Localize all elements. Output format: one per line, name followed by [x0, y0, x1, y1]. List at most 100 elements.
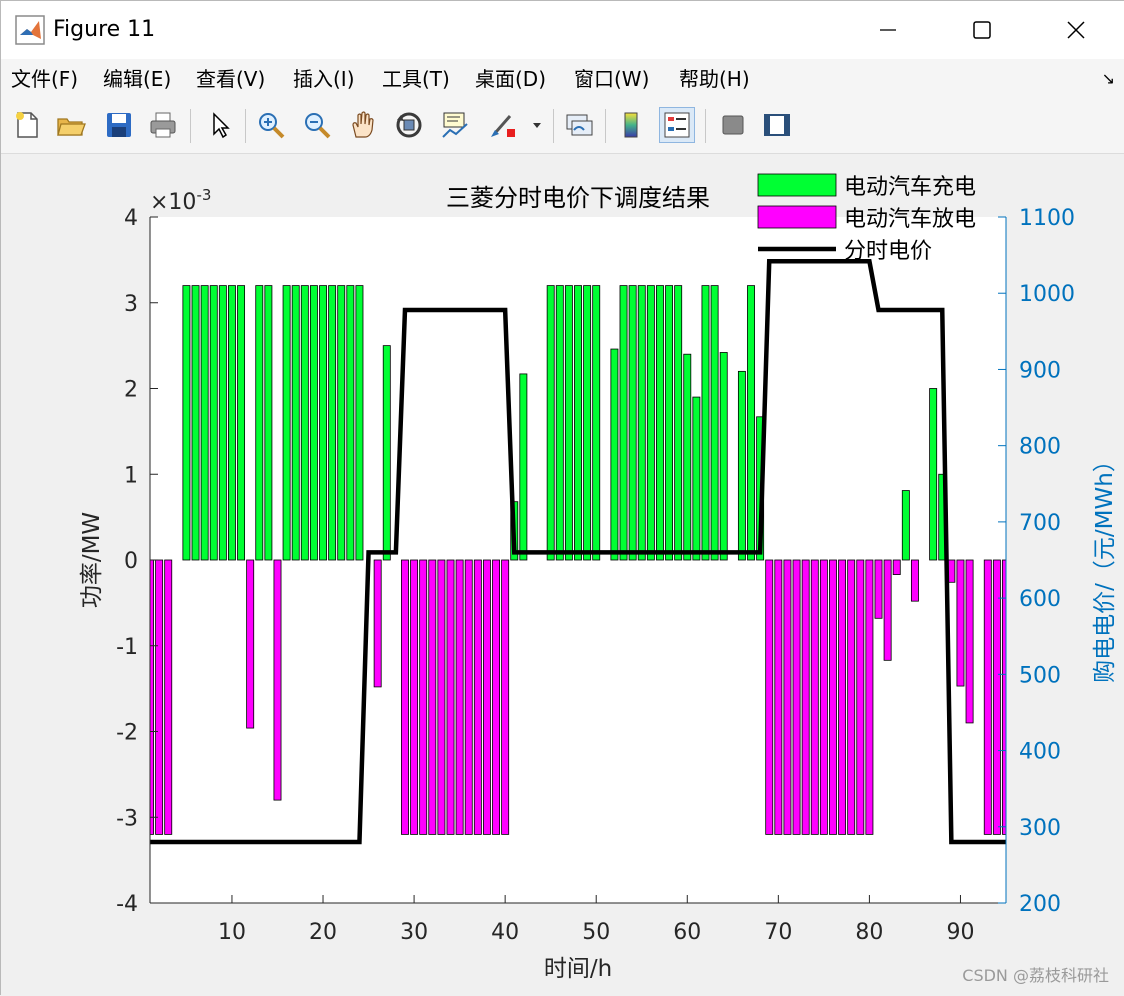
link-plot-button[interactable] [561, 107, 597, 143]
minimize-button[interactable] [841, 1, 935, 59]
x-tick-label: 10 [218, 920, 246, 945]
charge-bar [619, 285, 628, 561]
x-tick-label: 70 [764, 920, 792, 945]
menu-tools[interactable]: 工具(T) [382, 67, 450, 91]
discharge-bar [847, 559, 856, 835]
y-tick-label: 0 [124, 549, 138, 574]
new-figure-icon [16, 112, 38, 138]
charge-bar [665, 285, 674, 561]
charge-bar [901, 490, 910, 561]
brush-button[interactable] [485, 107, 521, 143]
charge-bar [692, 396, 701, 561]
menu-help[interactable]: 帮助(H) [679, 67, 750, 91]
colorbar-icon [624, 112, 638, 138]
chart-title: 三菱分时电价下调度结果 [446, 184, 710, 212]
rotate-3d-icon [396, 112, 422, 138]
discharge-bar [810, 559, 819, 835]
menu-file[interactable]: 文件(F) [11, 67, 79, 91]
charge-bar [337, 285, 346, 561]
discharge-bar [155, 559, 164, 835]
discharge-bar [865, 559, 874, 835]
discharge-bar [774, 559, 783, 835]
pan-button[interactable] [345, 107, 381, 143]
rotate-3d-button[interactable] [391, 107, 427, 143]
title-bar[interactable]: Figure 11 [1, 1, 1124, 59]
zoom-in-icon [259, 113, 285, 139]
hide-plot-tools-button[interactable] [715, 107, 751, 143]
print-button[interactable] [145, 107, 181, 143]
menu-view[interactable]: 查看(V) [196, 67, 266, 91]
menu-bar: 文件(F) 编辑(E) 查看(V) 插入(I) 工具(T) 桌面(D) 窗口(W… [1, 59, 1124, 99]
charge-bar [674, 285, 683, 561]
charge-bar [656, 285, 664, 561]
charge-bar [583, 285, 592, 561]
legend-icon [664, 112, 690, 138]
zoom-in-button[interactable] [253, 107, 289, 143]
legend[interactable]: 电动汽车充电 电动汽车放电 分时电价 [757, 173, 976, 264]
data-cursor-button[interactable] [437, 107, 473, 143]
price-line [150, 258, 1006, 845]
charge-bar [182, 285, 191, 561]
brush-dropdown-button[interactable] [527, 107, 547, 143]
y-axis-right-label: 购电电价/（元/MWh） [1092, 449, 1118, 683]
y-tick-label: -2 [116, 721, 138, 746]
legend-swatch-charge [757, 173, 837, 197]
discharge-bar [856, 559, 865, 835]
discharge-bar [464, 559, 473, 835]
link-plot-icon [566, 114, 593, 136]
discharge-bar [910, 559, 919, 602]
y-right-tick-label: 400 [1019, 740, 1061, 765]
pointer-icon [213, 112, 230, 139]
x-axis-label: 时间/h [544, 956, 612, 982]
discharge-bar [838, 559, 847, 835]
legend-label-price: 分时电价 [844, 239, 932, 264]
charge-bar [710, 285, 719, 561]
toolbar [1, 99, 1124, 154]
y-exponent-label: ×10-3 [150, 186, 211, 215]
open-file-button[interactable] [53, 107, 89, 143]
discharge-bar [437, 559, 446, 835]
charge-bar [546, 285, 555, 561]
legend-button[interactable] [659, 107, 695, 143]
y-right-tick-label: 300 [1019, 816, 1061, 841]
print-icon [150, 112, 176, 138]
close-icon [1067, 21, 1085, 39]
pointer-button[interactable] [201, 107, 237, 143]
menu-overflow-icon[interactable]: ↘ [1101, 69, 1115, 88]
y-tick-label: 1 [124, 463, 138, 488]
discharge-bar [829, 559, 837, 835]
discharge-bar [164, 559, 173, 835]
charge-bar [300, 285, 309, 561]
charge-bar [555, 285, 564, 561]
menu-edit[interactable]: 编辑(E) [103, 67, 172, 91]
maximize-icon [973, 21, 991, 39]
x-tick-label: 60 [673, 920, 701, 945]
colorbar-button[interactable] [613, 107, 649, 143]
discharge-bar [455, 559, 464, 835]
discharge-bar [428, 559, 437, 835]
discharge-bar [492, 559, 500, 835]
maximize-button[interactable] [935, 1, 1029, 59]
menu-window[interactable]: 窗口(W) [574, 67, 650, 91]
discharge-bar [965, 559, 974, 724]
menu-insert[interactable]: 插入(I) [293, 67, 355, 91]
charge-bar [282, 285, 291, 561]
show-plot-tools-button[interactable] [759, 107, 795, 143]
y-right-tick-label: 900 [1019, 358, 1061, 383]
y-tick-label: -1 [116, 635, 138, 660]
save-button[interactable] [101, 107, 137, 143]
y-right-tick-label: 500 [1019, 663, 1061, 688]
charge-bar [592, 285, 601, 561]
y-tick-label: -3 [116, 806, 138, 831]
toolbar-separator [705, 109, 706, 143]
charge-bar [264, 285, 273, 561]
zoom-out-button[interactable] [299, 107, 335, 143]
new-figure-button[interactable] [9, 107, 45, 143]
y-right-tick-label: 800 [1019, 435, 1061, 460]
charge-bar [637, 285, 646, 561]
menu-desktop[interactable]: 桌面(D) [475, 67, 547, 91]
close-button[interactable] [1029, 1, 1123, 59]
discharge-bar [783, 559, 792, 835]
x-tick-label: 80 [855, 920, 883, 945]
y-right-tick-label: 200 [1019, 892, 1061, 917]
